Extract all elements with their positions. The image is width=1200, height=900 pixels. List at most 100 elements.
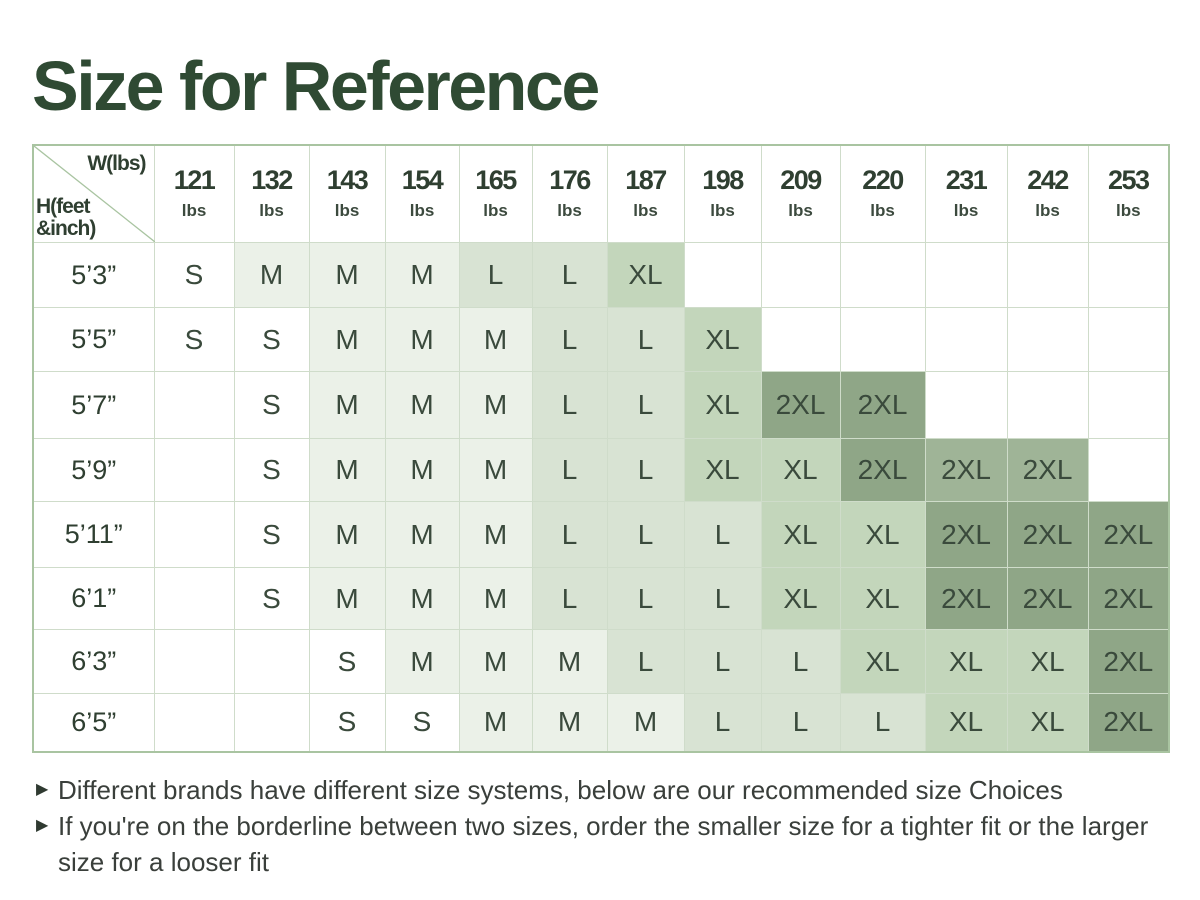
notes: ▶ Different brands have different size s…: [36, 772, 1196, 880]
weight-unit: lbs: [409, 201, 435, 220]
size-cell: M: [384, 438, 460, 502]
weight-unit: lbs: [1035, 201, 1060, 220]
size-cell: 2XL: [924, 438, 1008, 502]
height-axis-label: H(feet &inch): [36, 195, 96, 240]
weight-value: 154: [401, 165, 444, 195]
size-cell: XL: [1006, 693, 1089, 752]
diagonal-divider: [34, 146, 155, 242]
size-cell: 2XL: [1087, 567, 1170, 630]
height-label: 5’3”: [32, 242, 155, 308]
weight-value: 165: [475, 165, 517, 195]
page-title: Size for Reference: [32, 47, 600, 125]
size-cell: XL: [606, 242, 685, 308]
size-cell: M: [458, 371, 533, 439]
size-cell: S: [384, 693, 460, 752]
size-cell: L: [683, 501, 762, 568]
size-cell: M: [384, 629, 460, 694]
size-cell: [1087, 307, 1170, 372]
size-cell: [153, 438, 235, 502]
weight-unit: lbs: [1115, 201, 1141, 220]
size-cell: 2XL: [839, 438, 926, 502]
size-cell: M: [384, 501, 460, 568]
size-cell: S: [233, 501, 310, 568]
weight-header: 132 lbs: [233, 144, 310, 243]
size-cell: L: [531, 307, 608, 372]
size-cell: M: [233, 242, 310, 308]
weight-header: 143 lbs: [308, 144, 386, 243]
size-cell: XL: [839, 501, 926, 568]
size-cell: [153, 629, 235, 694]
size-cell: L: [531, 242, 608, 308]
size-cell: [233, 693, 310, 752]
weight-value: 132: [251, 165, 293, 195]
size-cell: XL: [839, 567, 926, 630]
size-cell: [1087, 438, 1170, 502]
size-cell: XL: [924, 693, 1008, 752]
size-cell: [153, 567, 235, 630]
size-cell: 2XL: [1006, 438, 1089, 502]
size-cell: M: [458, 567, 533, 630]
size-cell: L: [760, 629, 841, 694]
size-cell: S: [233, 371, 310, 439]
size-cell: XL: [760, 438, 841, 502]
weight-unit: lbs: [483, 201, 508, 220]
weight-value: 198: [702, 165, 744, 195]
size-cell: 2XL: [1006, 501, 1089, 568]
size-cell: L: [606, 629, 685, 694]
size-cell: XL: [839, 629, 926, 694]
height-label: 5’5”: [32, 307, 155, 372]
size-cell: L: [531, 371, 608, 439]
size-cell: [839, 242, 926, 308]
height-label: 5’7”: [32, 371, 155, 439]
weight-axis-label: W(lbs): [87, 152, 146, 175]
weight-header: 231 lbs: [924, 144, 1008, 243]
table-row: 5’9” S M M M L L XL XL 2XL 2XL 2XL: [32, 438, 1170, 502]
size-cell: 2XL: [760, 371, 841, 439]
size-cell: 2XL: [1087, 629, 1170, 694]
size-cell: M: [458, 693, 533, 752]
size-cell: S: [233, 307, 310, 372]
weight-unit: lbs: [181, 201, 207, 220]
size-cell: L: [606, 307, 685, 372]
size-cell: XL: [760, 501, 841, 568]
size-cell: 2XL: [924, 567, 1008, 630]
size-cell: L: [606, 567, 685, 630]
size-cell: L: [760, 693, 841, 752]
weight-value: 231: [945, 165, 988, 195]
weight-header: 253 lbs: [1087, 144, 1170, 243]
weight-header: 242 lbs: [1006, 144, 1089, 243]
height-label: 6’5”: [32, 693, 155, 752]
weight-header: 176 lbs: [531, 144, 608, 243]
size-cell: L: [683, 629, 762, 694]
size-cell: XL: [760, 567, 841, 630]
size-cell: M: [384, 371, 460, 439]
size-cell: [1087, 242, 1170, 308]
size-cell: L: [839, 693, 926, 752]
weight-unit: lbs: [953, 201, 979, 220]
size-cell: 2XL: [1087, 501, 1170, 568]
size-cell: XL: [924, 629, 1008, 694]
weight-header: 220 lbs: [839, 144, 926, 243]
weight-header: 209 lbs: [760, 144, 841, 243]
size-cell: S: [153, 242, 235, 308]
triangle-right-icon: ▶: [36, 781, 49, 798]
size-cell: [760, 307, 841, 372]
weight-header: 198 lbs: [683, 144, 762, 243]
size-cell: L: [531, 438, 608, 502]
size-cell: XL: [683, 307, 762, 372]
size-cell: M: [458, 501, 533, 568]
weight-value: 253: [1107, 165, 1150, 195]
size-cell: [839, 307, 926, 372]
size-cell: M: [308, 567, 386, 630]
size-cell: [153, 371, 235, 439]
weight-header: 121 lbs: [153, 144, 235, 243]
size-cell: L: [606, 371, 685, 439]
weight-unit: lbs: [633, 201, 658, 220]
size-cell: S: [153, 307, 235, 372]
table-row: 5’3” S M M M L L XL: [32, 242, 1170, 308]
size-cell: [233, 629, 310, 694]
size-cell: XL: [1006, 629, 1089, 694]
size-cell: [1006, 371, 1089, 439]
size-cell: M: [384, 307, 460, 372]
header-row: W(lbs) H(feet &inch) 121 lbs 132 lbs 143 lbs 15…: [32, 144, 1170, 243]
